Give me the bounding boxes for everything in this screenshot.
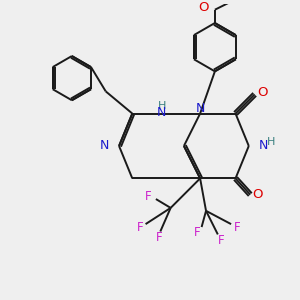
Text: O: O <box>252 188 263 201</box>
Text: N: N <box>259 140 268 152</box>
Text: F: F <box>194 226 200 239</box>
Text: O: O <box>198 2 208 14</box>
Text: N: N <box>99 140 109 152</box>
Text: F: F <box>137 220 144 234</box>
Text: F: F <box>234 220 240 234</box>
Text: H: H <box>158 101 166 111</box>
Text: N: N <box>195 102 205 115</box>
Text: O: O <box>257 86 267 99</box>
Text: N: N <box>157 106 167 118</box>
Text: F: F <box>155 231 162 244</box>
Text: F: F <box>145 190 152 202</box>
Text: H: H <box>267 137 275 147</box>
Text: F: F <box>218 234 224 248</box>
